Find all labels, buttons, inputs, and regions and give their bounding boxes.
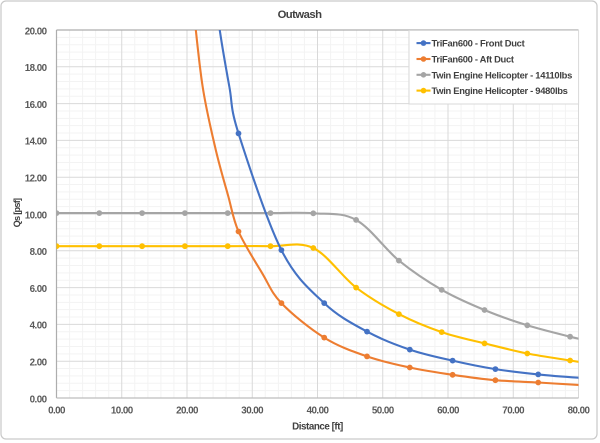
svg-text:0.00: 0.00: [48, 406, 66, 417]
svg-text:30.00: 30.00: [241, 406, 264, 417]
svg-text:Twin Engine Helicopter - 9480l: Twin Engine Helicopter - 9480lbs: [432, 85, 568, 96]
svg-text:4.00: 4.00: [30, 321, 48, 332]
svg-text:14.00: 14.00: [25, 137, 48, 148]
svg-text:50.00: 50.00: [372, 406, 395, 417]
svg-text:12.00: 12.00: [25, 174, 48, 185]
svg-text:2.00: 2.00: [30, 358, 48, 369]
svg-text:10.00: 10.00: [111, 406, 134, 417]
svg-text:6.00: 6.00: [30, 284, 48, 295]
svg-text:16.00: 16.00: [25, 100, 48, 111]
svg-text:8.00: 8.00: [30, 247, 48, 258]
svg-text:TriFan600 - Aft Duct: TriFan600 - Aft Duct: [432, 54, 514, 65]
svg-text:20.00: 20.00: [176, 406, 199, 417]
svg-text:60.00: 60.00: [437, 406, 460, 417]
svg-text:20.00: 20.00: [25, 26, 48, 37]
svg-text:0.00: 0.00: [30, 394, 48, 405]
svg-text:TriFan600 - Front Duct: TriFan600 - Front Duct: [432, 38, 525, 49]
svg-text:80.00: 80.00: [568, 406, 591, 417]
svg-text:Twin Engine Helicopter - 14110: Twin Engine Helicopter - 14110lbs: [432, 69, 573, 80]
svg-text:10.00: 10.00: [25, 210, 48, 221]
svg-text:Outwash: Outwash: [278, 9, 323, 21]
svg-text:18.00: 18.00: [25, 63, 48, 74]
svg-text:Distance [ft]: Distance [ft]: [292, 422, 343, 433]
svg-text:70.00: 70.00: [502, 406, 525, 417]
svg-text:40.00: 40.00: [307, 406, 330, 417]
svg-text:Qs [psf]: Qs [psf]: [12, 198, 22, 227]
